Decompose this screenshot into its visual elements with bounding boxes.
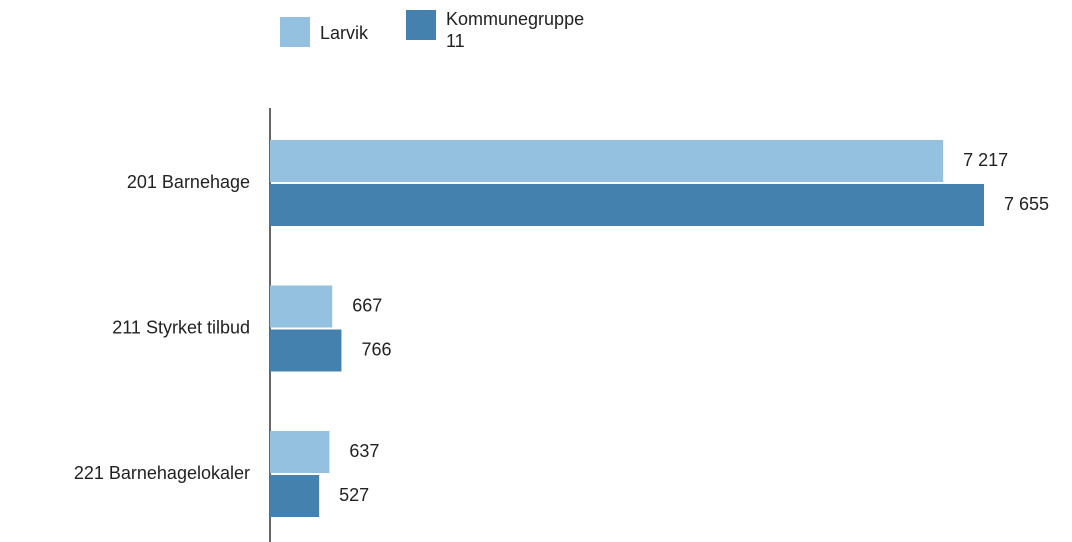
bar <box>270 285 333 328</box>
legend-swatch <box>280 17 310 47</box>
category-label: 201 Barnehage <box>127 172 250 192</box>
data-label: 766 <box>361 339 391 359</box>
data-label: 637 <box>349 441 379 461</box>
bar <box>270 329 342 372</box>
bar <box>270 431 330 473</box>
legend-swatch <box>406 10 436 40</box>
data-label: 527 <box>339 485 369 505</box>
legend-label: Larvik <box>320 23 369 43</box>
bar <box>270 140 944 182</box>
legend-item: Kommunegruppe 11 <box>406 8 596 52</box>
category-label: 221 Barnehagelokaler <box>74 463 250 483</box>
category-label: 211 Styrket tilbud <box>112 317 250 337</box>
data-label: 667 <box>352 295 382 315</box>
bar <box>270 475 320 517</box>
legend-label: Kommunegruppe 11 <box>446 9 585 51</box>
data-label: 7 655 <box>1004 194 1049 214</box>
bar <box>270 184 984 226</box>
legend-item: Larvik <box>280 13 368 47</box>
data-label: 7 217 <box>963 150 1008 170</box>
